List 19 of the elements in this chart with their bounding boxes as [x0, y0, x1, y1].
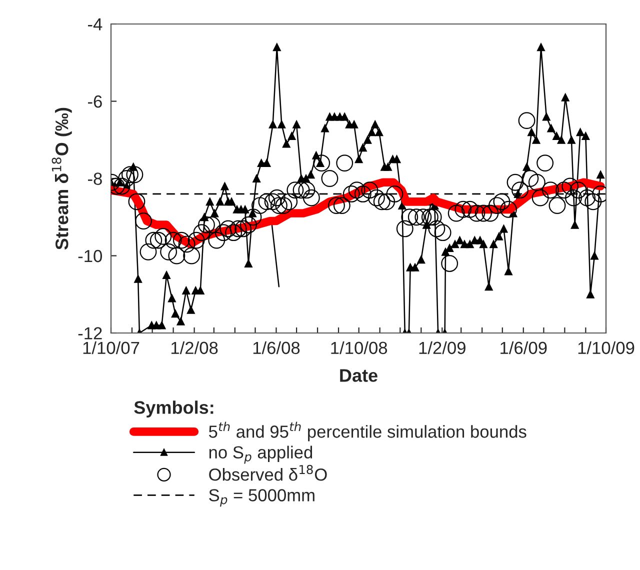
- y-tick-label: -10: [78, 250, 102, 262]
- y-axis-title: Stream δ$^{18}$O (‰): [52, 108, 72, 250]
- legend-label: Observed δ$^{18}$O: [209, 464, 327, 481]
- x-tick-label: 1/2/08: [171, 341, 218, 354]
- y-tick-label: -12: [78, 327, 102, 340]
- x-tick-label: 1/10/09: [578, 341, 634, 354]
- x-tick-label: 1/6/08: [253, 341, 300, 354]
- legend-label: no S$_{p}$ applied: [209, 446, 312, 464]
- x-tick-label: 1/10/08: [331, 341, 388, 354]
- legend-label: S$_{p}$ = 5000mm: [209, 489, 314, 507]
- x-tick-label: 1/2/09: [419, 341, 466, 354]
- x-axis-title: Date: [340, 369, 378, 382]
- legend-title: Symbols:: [134, 400, 214, 418]
- y-tick-label: -4: [88, 18, 102, 30]
- y-tick-label: -6: [88, 95, 102, 108]
- legend-label: 5$^{th}$ and 95$^{th}$ percentile simulation bounds: [208, 422, 526, 442]
- y-tick-label: -8: [88, 172, 102, 185]
- x-tick-label: 1/6/09: [500, 341, 547, 354]
- x-tick-label: 1/10/07: [83, 341, 140, 354]
